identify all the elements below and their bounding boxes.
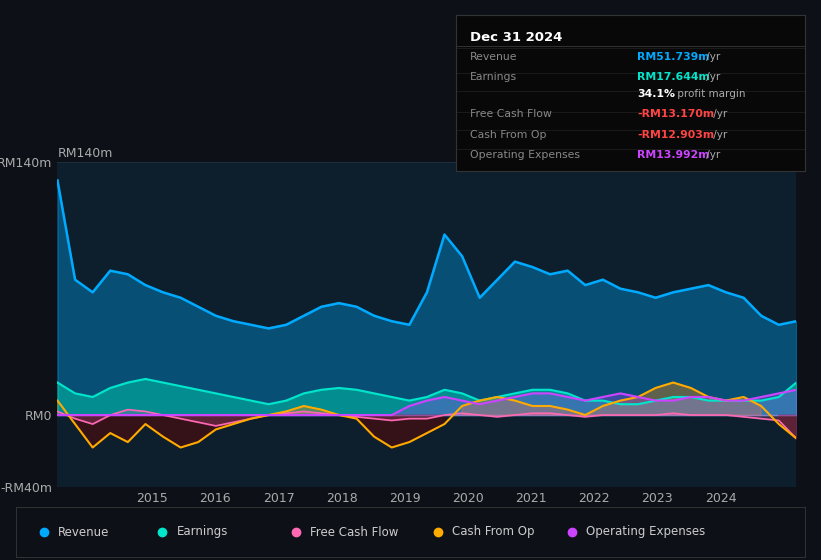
Text: /yr: /yr — [710, 109, 727, 119]
Text: Free Cash Flow: Free Cash Flow — [470, 109, 552, 119]
Text: Dec 31 2024: Dec 31 2024 — [470, 31, 562, 44]
Text: /yr: /yr — [703, 72, 720, 82]
Text: /yr: /yr — [703, 52, 720, 62]
Text: Cash From Op: Cash From Op — [470, 130, 546, 139]
Text: Earnings: Earnings — [177, 525, 227, 539]
Text: RM13.992m: RM13.992m — [637, 150, 709, 160]
Text: Revenue: Revenue — [58, 525, 109, 539]
Text: 34.1%: 34.1% — [637, 89, 675, 99]
Text: Operating Expenses: Operating Expenses — [470, 150, 580, 160]
Text: Revenue: Revenue — [470, 52, 517, 62]
Text: /yr: /yr — [710, 130, 727, 139]
Text: RM51.739m: RM51.739m — [637, 52, 709, 62]
Text: /yr: /yr — [703, 150, 720, 160]
Text: -RM12.903m: -RM12.903m — [637, 130, 714, 139]
Text: Earnings: Earnings — [470, 72, 516, 82]
Text: profit margin: profit margin — [674, 89, 745, 99]
Text: Operating Expenses: Operating Expenses — [586, 525, 705, 539]
Text: Free Cash Flow: Free Cash Flow — [310, 525, 399, 539]
Text: RM140m: RM140m — [57, 147, 112, 160]
Text: -RM13.170m: -RM13.170m — [637, 109, 714, 119]
Text: RM17.644m: RM17.644m — [637, 72, 710, 82]
Text: Cash From Op: Cash From Op — [452, 525, 534, 539]
